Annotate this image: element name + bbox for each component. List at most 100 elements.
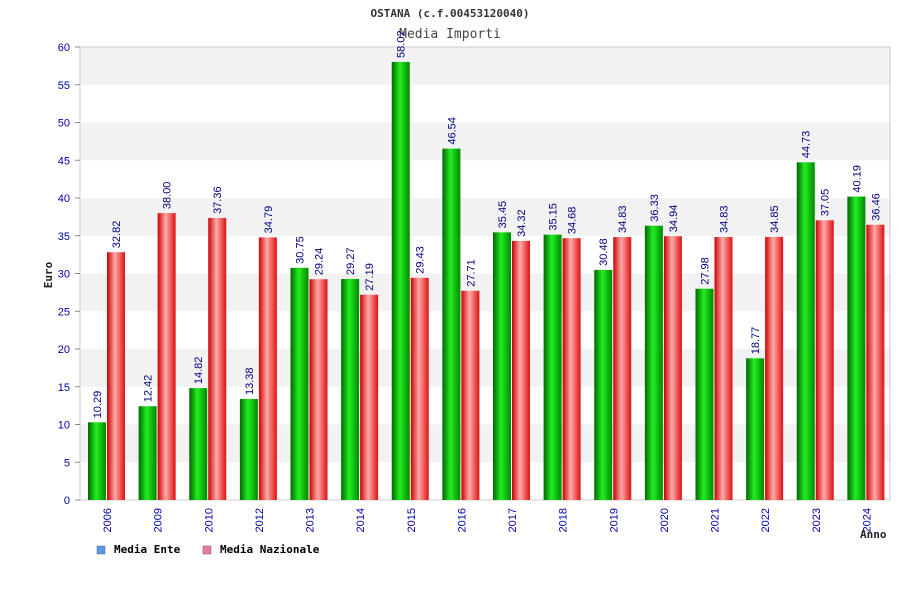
bar-media-ente: [239, 398, 258, 500]
chart-title: OSTANA (c.f.00453120040): [371, 7, 530, 20]
grid-band: [80, 122, 890, 161]
bar-media-nazionale: [360, 294, 379, 500]
chart-subtitle: Media Importi: [399, 27, 501, 42]
bar-media-ente: [644, 225, 663, 500]
y-tick-label: 20: [58, 344, 70, 356]
x-tick-label: 2009: [153, 508, 165, 532]
y-axis: 0 5 10 15 20 25 30 35 40 45 50 55 60: [58, 42, 80, 507]
bar-media-nazionale: [714, 237, 733, 500]
x-tick-label: 2013: [305, 508, 317, 532]
data-label: 29.27: [345, 247, 357, 275]
data-label: 30.75: [295, 236, 307, 264]
data-label: 14.82: [193, 357, 205, 385]
x-axis: 2006 2009 2010 2012 2013 2014 2015 2016 2017 2018…: [102, 508, 873, 532]
bar-media-ente: [847, 196, 866, 501]
y-tick-label: 50: [58, 118, 70, 130]
data-label: 29.24: [314, 248, 326, 276]
bar-media-ente: [796, 162, 815, 500]
bar-media-nazionale: [309, 279, 328, 500]
y-tick-label: 0: [64, 495, 70, 507]
y-tick-label: 40: [58, 193, 70, 205]
bar-media-nazionale: [562, 238, 581, 500]
data-label: 34.85: [769, 205, 781, 233]
data-label: 12.42: [143, 375, 155, 403]
data-label: 37.36: [212, 186, 224, 214]
bar-media-nazionale: [410, 277, 429, 500]
data-label: 35.15: [548, 203, 560, 231]
bar-media-ente: [341, 279, 360, 500]
data-label: 46.54: [446, 117, 458, 145]
y-tick-label: 60: [58, 42, 70, 54]
data-labels: 10.29 32.82 12.42 38.00 14.82 37.36 13.38 34.79…: [92, 30, 882, 418]
bar-media-ente: [543, 234, 562, 500]
data-label: 40.19: [851, 165, 863, 193]
legend-label-media-nazionale: Media Nazionale: [220, 543, 320, 556]
bar-media-ente: [746, 358, 765, 500]
x-tick-label: 2021: [710, 508, 722, 532]
x-tick-label: 2015: [406, 508, 418, 532]
data-label: 13.38: [244, 367, 256, 395]
bar-media-nazionale: [512, 240, 530, 500]
data-label: 18.77: [750, 327, 762, 355]
x-tick-label: 2006: [102, 508, 114, 532]
y-tick-label: 30: [58, 269, 70, 281]
data-label: 34.83: [617, 206, 629, 234]
x-tick-label: 2017: [507, 508, 519, 532]
bar-media-nazionale: [157, 213, 176, 500]
x-axis-title: Anno: [860, 528, 887, 541]
bar-media-ente: [189, 388, 208, 500]
bar-media-ente: [695, 288, 714, 500]
data-label: 34.68: [567, 207, 579, 235]
data-label: 36.46: [870, 193, 882, 221]
data-label: 27.19: [364, 263, 376, 291]
data-label: 38.00: [162, 182, 174, 210]
legend-label-media-ente: Media Ente: [114, 543, 181, 556]
y-tick-label: 25: [58, 306, 70, 318]
bar-media-ente: [138, 406, 157, 500]
data-label: 30.48: [598, 238, 610, 266]
y-tick-label: 10: [58, 420, 70, 432]
y-axis-title: Euro: [42, 261, 55, 288]
data-label: 10.29: [92, 391, 104, 419]
y-tick-label: 15: [58, 382, 70, 394]
x-tick-label: 2023: [811, 508, 823, 532]
bar-media-nazionale: [461, 290, 480, 500]
x-tick-label: 2024: [861, 508, 873, 532]
data-label: 58.02: [396, 30, 408, 58]
data-label: 36.33: [649, 194, 661, 222]
data-label: 37.05: [820, 189, 832, 217]
data-label: 35.45: [497, 201, 509, 229]
x-tick-label: 2018: [558, 508, 570, 532]
data-label: 44.73: [801, 131, 813, 159]
bar-media-nazionale: [107, 252, 125, 500]
data-label: 27.98: [700, 257, 712, 285]
x-tick-label: 2022: [760, 508, 772, 532]
x-tick-label: 2010: [203, 508, 215, 532]
bars: [88, 61, 885, 501]
x-tick-label: 2019: [608, 508, 620, 532]
bar-media-ente: [290, 267, 309, 500]
bar-media-nazionale: [815, 220, 834, 500]
bar-media-nazionale: [765, 236, 784, 500]
grid-band: [80, 47, 890, 85]
bar-media-nazionale: [866, 224, 885, 501]
bar-media-nazionale: [613, 237, 632, 500]
bar-media-nazionale: [258, 237, 277, 500]
data-label: 34.94: [668, 205, 680, 233]
y-tick-label: 55: [58, 80, 70, 92]
legend-swatch-media-ente: [96, 545, 106, 555]
x-tick-label: 2014: [355, 508, 367, 532]
data-label: 29.43: [415, 246, 427, 274]
bar-media-ente: [442, 148, 461, 501]
data-label: 32.82: [111, 221, 123, 249]
y-tick-label: 35: [58, 231, 70, 243]
legend: Media Ente Media Nazionale: [96, 543, 320, 556]
grid-band: [80, 160, 890, 198]
data-label: 34.79: [263, 206, 275, 234]
data-label: 27.71: [465, 259, 477, 287]
bar-media-ente: [88, 422, 106, 500]
y-tick-label: 45: [58, 155, 70, 167]
bar-media-ente: [594, 269, 613, 500]
bar-media-nazionale: [208, 217, 227, 500]
